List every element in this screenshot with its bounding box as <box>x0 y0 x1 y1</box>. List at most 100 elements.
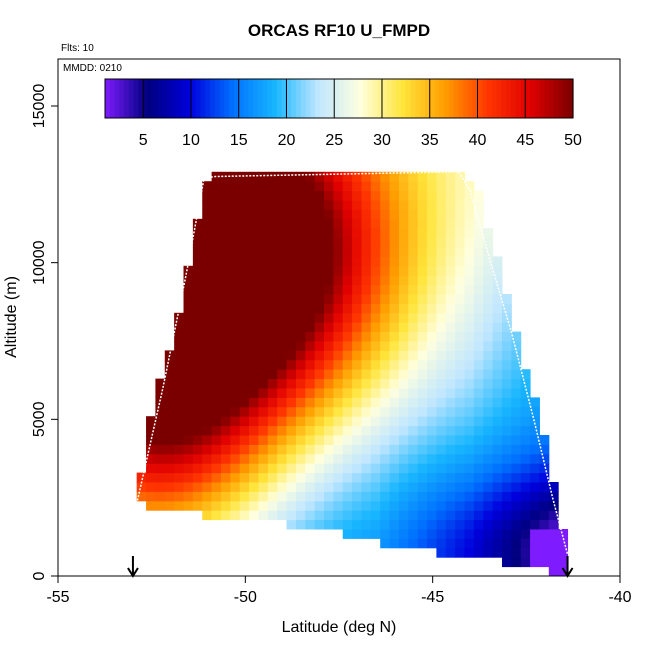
heatmap-cell <box>277 472 288 483</box>
heatmap-cell <box>389 209 400 220</box>
heatmap-cell <box>202 359 213 370</box>
heatmap-cell <box>473 510 484 521</box>
heatmap-cell <box>483 538 494 549</box>
heatmap-cell <box>333 444 344 455</box>
heatmap-cell <box>202 350 213 361</box>
heatmap-cell <box>295 359 306 370</box>
heatmap-cell <box>408 190 419 201</box>
heatmap-cell <box>333 171 344 182</box>
heatmap-cell <box>398 425 409 436</box>
heatmap-cell <box>239 444 250 455</box>
heatmap-cell <box>389 425 400 436</box>
heatmap-cell <box>249 265 259 276</box>
colorbar-swatch <box>339 79 345 118</box>
heatmap-cell <box>408 265 419 276</box>
heatmap-cell <box>324 397 334 408</box>
heatmap-cell <box>202 406 213 417</box>
heatmap-cell <box>324 171 334 182</box>
heatmap-cell <box>352 350 362 361</box>
heatmap-cell <box>389 378 400 389</box>
heatmap-cell <box>211 425 222 436</box>
heatmap-cell <box>202 200 213 210</box>
heatmap-cell <box>267 444 278 455</box>
heatmap-cell <box>192 331 203 342</box>
heatmap-cell <box>501 294 512 304</box>
heatmap-cell <box>464 350 475 361</box>
heatmap-cell <box>183 294 194 304</box>
heatmap-cell <box>295 491 306 502</box>
heatmap-cell <box>436 181 447 192</box>
heatmap-cell <box>464 529 475 539</box>
heatmap-cell <box>408 472 419 483</box>
heatmap-cell <box>464 303 475 314</box>
heatmap-cell <box>352 237 362 248</box>
heatmap-cell <box>155 397 166 408</box>
heatmap-cell <box>239 416 250 427</box>
heatmap-cell <box>295 406 306 417</box>
colorbar-swatch <box>267 79 273 118</box>
heatmap-cell <box>455 416 466 427</box>
heatmap-cell <box>473 275 484 286</box>
heatmap-cell <box>530 529 540 539</box>
heatmap-cell <box>211 218 222 229</box>
heatmap-cell <box>202 190 213 201</box>
heatmap-cell <box>230 425 241 436</box>
x-tick-label: -50 <box>234 589 257 606</box>
heatmap-cell <box>492 416 503 427</box>
heatmap-cell <box>455 397 466 408</box>
colorbar-swatch <box>128 79 135 118</box>
heatmap-cell <box>520 388 531 398</box>
heatmap-cell <box>183 500 194 511</box>
heatmap-cell <box>314 359 325 370</box>
heatmap-cell <box>445 200 456 210</box>
heatmap-cell <box>548 529 559 539</box>
heatmap-cell <box>370 369 381 380</box>
heatmap-cell <box>370 190 381 201</box>
heatmap-cell <box>295 331 306 342</box>
heatmap-cell <box>417 200 428 210</box>
heatmap-cell <box>295 378 306 389</box>
heatmap-cell <box>427 416 437 427</box>
heatmap-cell <box>146 416 156 427</box>
heatmap-cell <box>174 312 185 323</box>
heatmap-cell <box>370 453 381 464</box>
heatmap-cell <box>548 519 559 530</box>
heatmap-cell <box>305 500 316 511</box>
heatmap-cell <box>267 482 278 492</box>
heatmap-cell <box>389 256 400 267</box>
heatmap-cell <box>220 472 231 483</box>
heatmap-cell <box>427 190 437 201</box>
heatmap-cell <box>445 209 456 220</box>
heatmap-cell <box>464 463 475 474</box>
heatmap-cell <box>211 228 222 239</box>
heatmap-cell <box>249 294 259 304</box>
heatmap-cell <box>314 247 325 257</box>
heatmap-cell <box>277 397 288 408</box>
heatmap-cell <box>389 519 400 530</box>
heatmap-cell <box>520 510 531 521</box>
heatmap-cell <box>277 200 288 210</box>
heatmap-cell <box>464 247 475 257</box>
heatmap-cell <box>249 247 259 257</box>
heatmap-cell <box>408 247 419 257</box>
heatmap-cell <box>501 482 512 492</box>
heatmap-cell <box>455 256 466 267</box>
heatmap-cell <box>192 453 203 464</box>
heatmap-cell <box>408 482 419 492</box>
heatmap-cell <box>192 369 203 380</box>
heatmap-cell <box>258 406 269 417</box>
heatmap-cell <box>183 303 194 314</box>
heatmap-cell <box>408 181 419 192</box>
heatmap-cell <box>464 359 475 370</box>
heatmap-cell <box>483 416 494 427</box>
heatmap-cell <box>333 510 344 521</box>
heatmap-cell <box>314 416 325 427</box>
heatmap-cell <box>295 519 306 530</box>
heatmap-cell <box>417 453 428 464</box>
colorbar-swatch <box>319 79 326 118</box>
heatmap-cell <box>370 228 381 239</box>
heatmap-cell <box>417 284 428 295</box>
heatmap-cell <box>192 284 203 295</box>
heatmap-cell <box>511 482 522 492</box>
heatmap-cell <box>342 529 353 539</box>
